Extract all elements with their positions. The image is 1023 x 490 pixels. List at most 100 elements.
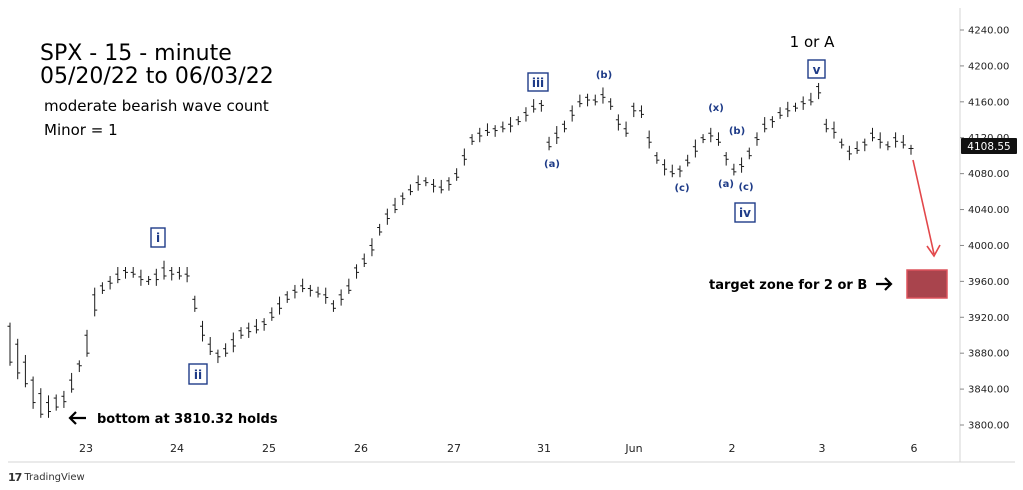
- price-bar: [438, 179, 444, 194]
- price-bar: [515, 116, 521, 126]
- price-bar: [138, 269, 144, 286]
- price-bar: [816, 82, 822, 100]
- price-bar: [192, 295, 198, 312]
- x-tick-label: 24: [170, 442, 184, 455]
- tradingview-wordmark: TradingView: [24, 472, 85, 483]
- svg-text:bottom at 3810.32 holds: bottom at 3810.32 holds: [97, 412, 278, 427]
- price-bar: [800, 96, 806, 110]
- price-bar: [431, 179, 437, 193]
- price-bar: [123, 267, 129, 279]
- y-tick-label: 3800.00: [968, 421, 1009, 432]
- price-bar: [500, 121, 506, 133]
- price-bar: [823, 118, 829, 133]
- price-bar: [669, 164, 675, 178]
- price-bar: [454, 168, 460, 181]
- price-bar: [323, 287, 329, 304]
- price-bar: [277, 296, 283, 315]
- price-bar: [746, 147, 752, 160]
- price-bar: [61, 390, 67, 408]
- y-tick-label: 4080.00: [968, 169, 1009, 180]
- down-arrow-icon: [912, 159, 941, 258]
- price-bar: [369, 238, 375, 257]
- price-bar: [615, 114, 621, 131]
- y-tick-label: 3920.00: [968, 313, 1009, 324]
- price-bar: [484, 123, 490, 136]
- price-bar: [538, 100, 544, 112]
- svg-text:iv: iv: [739, 206, 751, 220]
- y-axis-ticks: 4240.004200.004160.004120.004080.004040.…: [960, 26, 1009, 432]
- x-tick-label: 3: [819, 442, 826, 455]
- price-bar: [184, 267, 190, 283]
- price-bar: [523, 107, 529, 122]
- price-bar: [330, 300, 336, 312]
- price-bar: [685, 154, 691, 167]
- price-bar: [253, 319, 259, 334]
- price-bar: [392, 197, 398, 214]
- x-tick-label: 31: [537, 442, 551, 455]
- label-b-top: (b): [596, 70, 612, 81]
- price-bar: [15, 338, 21, 380]
- box-label-i: i: [150, 227, 166, 248]
- price-bar: [869, 127, 875, 142]
- price-bar: [99, 282, 105, 294]
- price-bar: [176, 267, 182, 280]
- price-bar: [161, 260, 167, 280]
- price-bar: [346, 278, 352, 294]
- price-bar: [354, 264, 360, 279]
- y-tick-label: 4160.00: [968, 97, 1009, 108]
- note-minor: Minor = 1: [44, 121, 118, 139]
- svg-text:iii: iii: [532, 76, 544, 90]
- price-bar: [561, 120, 567, 133]
- box-label-ii: ii: [188, 363, 208, 385]
- price-bar: [215, 349, 221, 364]
- price-bar: [769, 116, 775, 128]
- svg-text:target zone for 2 or B: target zone for 2 or B: [709, 278, 867, 293]
- chart-title: SPX - 15 - minute: [40, 41, 232, 66]
- price-bar: [508, 117, 514, 133]
- price-bar: [631, 102, 637, 118]
- price-bar: [677, 165, 683, 178]
- right-arrow-icon: [876, 277, 893, 291]
- price-bar: [223, 343, 229, 357]
- price-bar: [623, 121, 629, 137]
- price-bar: [862, 138, 868, 152]
- tradingview-logo: 17 TradingView: [8, 471, 85, 484]
- price-bar: [785, 101, 791, 118]
- price-bar: [38, 388, 44, 418]
- x-tick-label: 27: [447, 442, 461, 455]
- x-tick-label: 6: [911, 442, 918, 455]
- price-bar: [238, 327, 244, 339]
- price-bar: [230, 332, 236, 353]
- price-bar: [708, 127, 714, 143]
- price-bar: [415, 175, 421, 191]
- price-bar: [662, 159, 668, 176]
- y-tick-label: 3960.00: [968, 277, 1009, 288]
- price-bar: [585, 93, 591, 107]
- svg-text:ii: ii: [194, 368, 202, 382]
- price-bar: [400, 192, 406, 206]
- price-bar: [315, 286, 321, 298]
- price-bar: [777, 107, 783, 119]
- price-bar: [69, 372, 75, 393]
- price-bar: [46, 395, 52, 418]
- chart-subtitle: 05/20/22 to 06/03/22: [40, 64, 274, 89]
- price-bar: [723, 152, 729, 166]
- y-tick-label: 4200.00: [968, 61, 1009, 72]
- price-bar: [269, 307, 275, 321]
- price-bar: [469, 134, 475, 145]
- label-1-or-a: 1 or A: [790, 33, 835, 51]
- y-tick-label: 4240.00: [968, 26, 1009, 37]
- y-tick-label: 4040.00: [968, 205, 1009, 216]
- y-tick-label: 3880.00: [968, 349, 1009, 360]
- price-bar: [423, 177, 429, 187]
- left-arrow-icon: [68, 411, 86, 425]
- price-bar: [908, 144, 914, 155]
- price-bar: [762, 117, 768, 133]
- label-c-2: (c): [738, 182, 753, 193]
- x-tick-label: 25: [262, 442, 276, 455]
- x-tick-label: 26: [354, 442, 368, 455]
- price-bar: [700, 134, 706, 144]
- price-bar: [53, 394, 59, 411]
- price-bar: [492, 125, 498, 137]
